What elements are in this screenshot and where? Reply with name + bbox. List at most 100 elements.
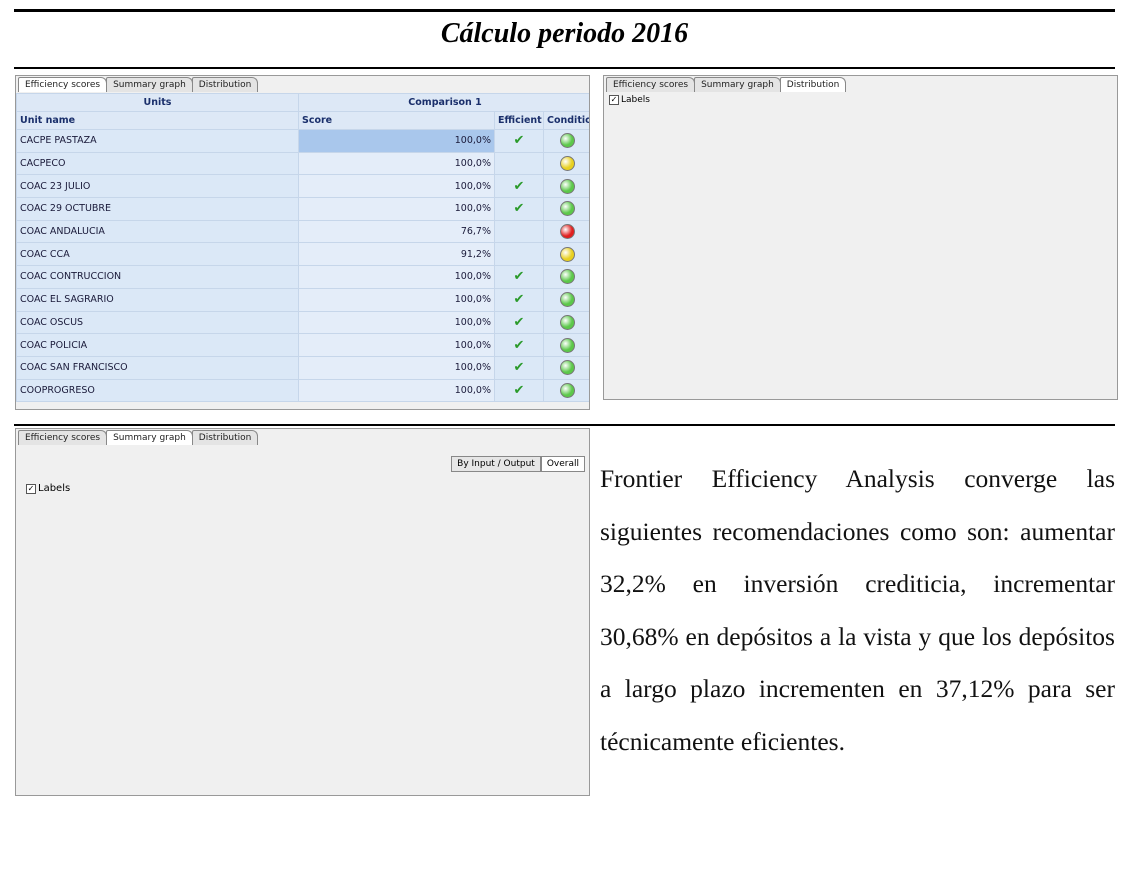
- tab[interactable]: Efficiency scores: [18, 430, 108, 445]
- bar-chart: Distribution of scores01234567891000 to …: [604, 76, 1117, 399]
- column-header: Score: [298, 111, 495, 130]
- score: 100,0%: [298, 174, 495, 199]
- checkbox[interactable]: ✓ Labels: [609, 95, 650, 105]
- condition-cell: [542, 378, 589, 403]
- score: 100,0%: [298, 378, 495, 403]
- tab[interactable]: Summary graph: [106, 430, 193, 445]
- unit-name: CACPE PASTAZA: [16, 129, 299, 153]
- score: 100,0%: [298, 151, 495, 176]
- efficient-cell: ✔: [494, 310, 544, 335]
- efficient-cell: ✔: [494, 129, 544, 153]
- paragraph: Frontier Efficiency Analysis converge la…: [600, 464, 1115, 756]
- column-header: Efficient: [494, 111, 544, 130]
- score: 100,0%: [298, 310, 495, 335]
- table-row: CACPE PASTAZA 100,0% ✔: [16, 129, 589, 153]
- unit-name: COAC EL SAGRARIO: [16, 287, 299, 312]
- group-header: Units: [16, 93, 299, 112]
- check-mark: ✔: [513, 337, 525, 353]
- efficient-cell: ✔: [494, 355, 544, 380]
- tab[interactable]: Efficiency scores: [606, 77, 696, 92]
- checkbox[interactable]: ✓ Labels: [26, 483, 71, 494]
- condition-cell: [542, 219, 589, 244]
- score: 100,0%: [298, 333, 495, 357]
- unit-name: COAC POLICIA: [16, 333, 299, 357]
- table-row: COAC POLICIA 100,0% ✔: [16, 333, 589, 357]
- tab[interactable]: Summary graph: [694, 77, 781, 92]
- condition-cell: [542, 287, 589, 312]
- condition-light: [560, 360, 576, 376]
- condition-cell: [542, 355, 589, 380]
- efficient-cell: ✔: [494, 174, 544, 199]
- tab[interactable]: Distribution: [191, 77, 259, 92]
- table-row: COAC 29 OCTUBRE 100,0% ✔: [16, 197, 589, 221]
- rule: [14, 9, 1115, 12]
- rule: [14, 424, 1115, 426]
- condition-light: [560, 224, 576, 240]
- efficient-cell: [494, 151, 544, 176]
- condition-cell: [542, 174, 589, 199]
- checkbox-label: Labels: [621, 95, 650, 105]
- efficient-cell: ✔: [494, 265, 544, 289]
- tabs: Efficiency scores Summary graph Distributi…: [18, 430, 259, 445]
- tab[interactable]: Distribution: [191, 430, 259, 445]
- check-mark: ✔: [513, 360, 525, 376]
- unit-name: COAC ANDALUCIA: [16, 219, 299, 244]
- check-mark: ✔: [513, 201, 525, 217]
- pie-panel: Total potential improvementsCPFPICDEPCCC…: [15, 428, 590, 796]
- condition-cell: [542, 242, 589, 267]
- condition-light: [560, 269, 576, 285]
- score: 91,2%: [298, 242, 495, 267]
- unit-name: COOPROGRESO: [16, 378, 299, 403]
- column-header: Conditio: [542, 111, 589, 130]
- tab[interactable]: Summary graph: [106, 77, 193, 92]
- condition-light: [560, 314, 576, 330]
- button[interactable]: Overall: [540, 456, 585, 472]
- efficient-cell: ✔: [494, 378, 544, 403]
- unit-name: COAC OSCUS: [16, 310, 299, 335]
- pie-chart: Total potential improvementsCPFPICDEPCCC…: [16, 429, 589, 795]
- score: 76,7%: [298, 219, 495, 244]
- score: 100,0%: [298, 287, 495, 312]
- condition-cell: [542, 310, 589, 335]
- condition-light: [560, 382, 576, 398]
- efficient-cell: ✔: [494, 287, 544, 312]
- efficient-cell: ✔: [494, 197, 544, 221]
- condition-cell: [542, 333, 589, 357]
- check-mark: ✔: [513, 314, 525, 330]
- button[interactable]: By Input / Output: [451, 456, 541, 472]
- table: Units Comparison 1 Unit name Score Efficien…: [16, 93, 589, 403]
- score: 100,0%: [298, 265, 495, 289]
- tabs: Efficiency scores Summary graph Distributi…: [18, 77, 259, 92]
- score: 100,0%: [298, 129, 495, 153]
- unit-name: COAC CCA: [16, 242, 299, 267]
- unit-name: COAC 23 JULIO: [16, 174, 299, 199]
- condition-light: [560, 292, 576, 308]
- rule: [14, 67, 1115, 69]
- checkbox-label: Labels: [38, 483, 71, 494]
- check-mark: ✔: [513, 269, 525, 285]
- unit-name: COAC CONTRUCCION: [16, 265, 299, 289]
- efficient-cell: [494, 219, 544, 244]
- condition-cell: [542, 129, 589, 153]
- tab[interactable]: Distribution: [779, 77, 847, 92]
- table-panel: Efficiency scores Summary graph Distributi…: [15, 75, 590, 410]
- bar-panel: Distribution of scores01234567891000 to …: [603, 75, 1118, 400]
- condition-light: [560, 156, 576, 172]
- score: 100,0%: [298, 355, 495, 380]
- condition-light: [560, 133, 576, 149]
- efficient-cell: ✔: [494, 333, 544, 357]
- tab[interactable]: Efficiency scores: [18, 77, 108, 92]
- unit-name: COAC 29 OCTUBRE: [16, 197, 299, 221]
- check-mark: ✔: [513, 292, 525, 308]
- condition-light: [560, 201, 576, 217]
- check-mark: ✔: [513, 382, 525, 398]
- table-row: COAC OSCUS 100,0% ✔: [16, 310, 589, 335]
- condition-cell: [542, 265, 589, 289]
- condition-cell: [542, 197, 589, 221]
- unit-name: COAC SAN FRANCISCO: [16, 355, 299, 380]
- table-row: COOPROGRESO 100,0% ✔: [16, 378, 589, 403]
- table-row: COAC SAN FRANCISCO 100,0% ✔: [16, 355, 589, 380]
- check-mark: ✔: [513, 178, 525, 194]
- group-header: Comparison 1: [297, 93, 589, 112]
